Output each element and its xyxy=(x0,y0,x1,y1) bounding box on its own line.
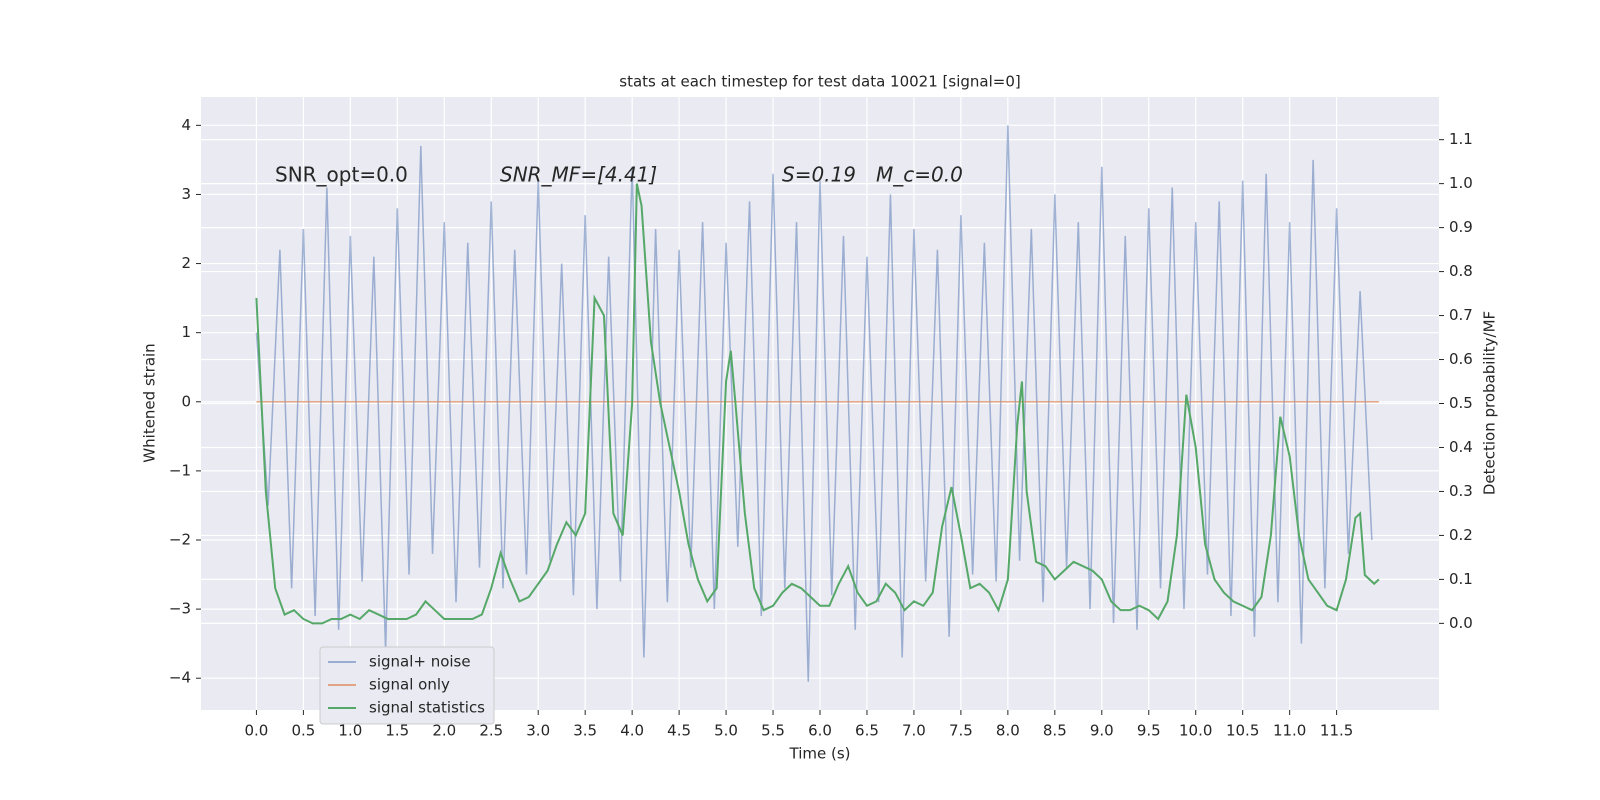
x-axis-label: Time (s) xyxy=(789,745,851,763)
y-tick-label: 0 xyxy=(181,392,191,410)
x-tick-label: 9.0 xyxy=(1090,722,1114,740)
legend-box xyxy=(319,646,495,725)
x-tick-label: 10.5 xyxy=(1226,722,1259,740)
x-tick-label: 10.0 xyxy=(1179,722,1212,740)
series-line xyxy=(255,183,1380,625)
x-tick-label: 7.5 xyxy=(949,722,973,740)
y2-tick-label: 0.2 xyxy=(1449,526,1473,544)
x-tick-label: 6.0 xyxy=(808,722,832,740)
y-tick-label: 1 xyxy=(181,323,191,341)
x-tick-label: 8.0 xyxy=(996,722,1020,740)
y-tick-label: −1 xyxy=(169,461,191,479)
x-tick-label: 2.0 xyxy=(432,722,456,740)
chart-title: stats at each timestep for test data 100… xyxy=(619,73,1020,91)
y2-tick-label: 0.3 xyxy=(1449,482,1473,500)
x-tick-label: 3.5 xyxy=(573,722,597,740)
x-tick-label: 8.5 xyxy=(1043,722,1067,740)
y2-tick-label: 0.7 xyxy=(1449,306,1473,324)
x-tick-label: 0.5 xyxy=(291,722,315,740)
x-tick-label: 0.0 xyxy=(244,722,268,740)
annotation: SNR_MF=[4.41] xyxy=(500,163,657,187)
annotation: S=0.19 xyxy=(782,163,856,187)
y2-tick-label: 0.8 xyxy=(1449,262,1473,280)
x-tick-label: 1.0 xyxy=(338,722,362,740)
y2-tick-label: 0.9 xyxy=(1449,218,1473,236)
x-tick-label: 11.5 xyxy=(1320,722,1353,740)
x-tick-label: 2.5 xyxy=(479,722,503,740)
x-tick-label: 3.0 xyxy=(526,722,550,740)
y2-tick-label: 1.0 xyxy=(1449,174,1473,192)
y-tick-label: −2 xyxy=(169,530,191,548)
y2-tick-label: 0.5 xyxy=(1449,394,1473,412)
x-tick-label: 11.0 xyxy=(1273,722,1306,740)
series-line xyxy=(255,125,1373,682)
y-tick-label: −4 xyxy=(169,669,191,687)
y-tick-label: −3 xyxy=(169,600,191,618)
x-tick-label: 1.5 xyxy=(385,722,409,740)
y2-tick-label: 0.1 xyxy=(1449,570,1473,588)
x-tick-label: 9.5 xyxy=(1137,722,1161,740)
legend-label: signal+ noise xyxy=(369,653,471,671)
y-tick-label: 2 xyxy=(181,254,191,272)
y-tick-label: 4 xyxy=(181,116,191,134)
y2-axis-label: Detection probability/MF xyxy=(1481,311,1499,495)
x-tick-label: 7.0 xyxy=(902,722,926,740)
x-tick-label: 5.0 xyxy=(714,722,738,740)
legend-label: signal only xyxy=(369,676,450,694)
y2-tick-label: 0.4 xyxy=(1449,438,1473,456)
x-tick-label: 4.0 xyxy=(620,722,644,740)
y2-tick-label: 0.6 xyxy=(1449,350,1473,368)
annotation: SNR_opt=0.0 xyxy=(275,163,408,187)
x-tick-label: 4.5 xyxy=(667,722,691,740)
x-tick-label: 6.5 xyxy=(855,722,879,740)
y-tick-label: 3 xyxy=(181,185,191,203)
y2-tick-label: 1.1 xyxy=(1449,130,1473,148)
y-axis-label: Whitened strain xyxy=(141,343,159,462)
annotation: M_c=0.0 xyxy=(876,163,963,187)
x-tick-label: 5.5 xyxy=(761,722,785,740)
legend-label: signal statistics xyxy=(369,699,485,717)
y2-tick-label: 0.0 xyxy=(1449,614,1473,632)
